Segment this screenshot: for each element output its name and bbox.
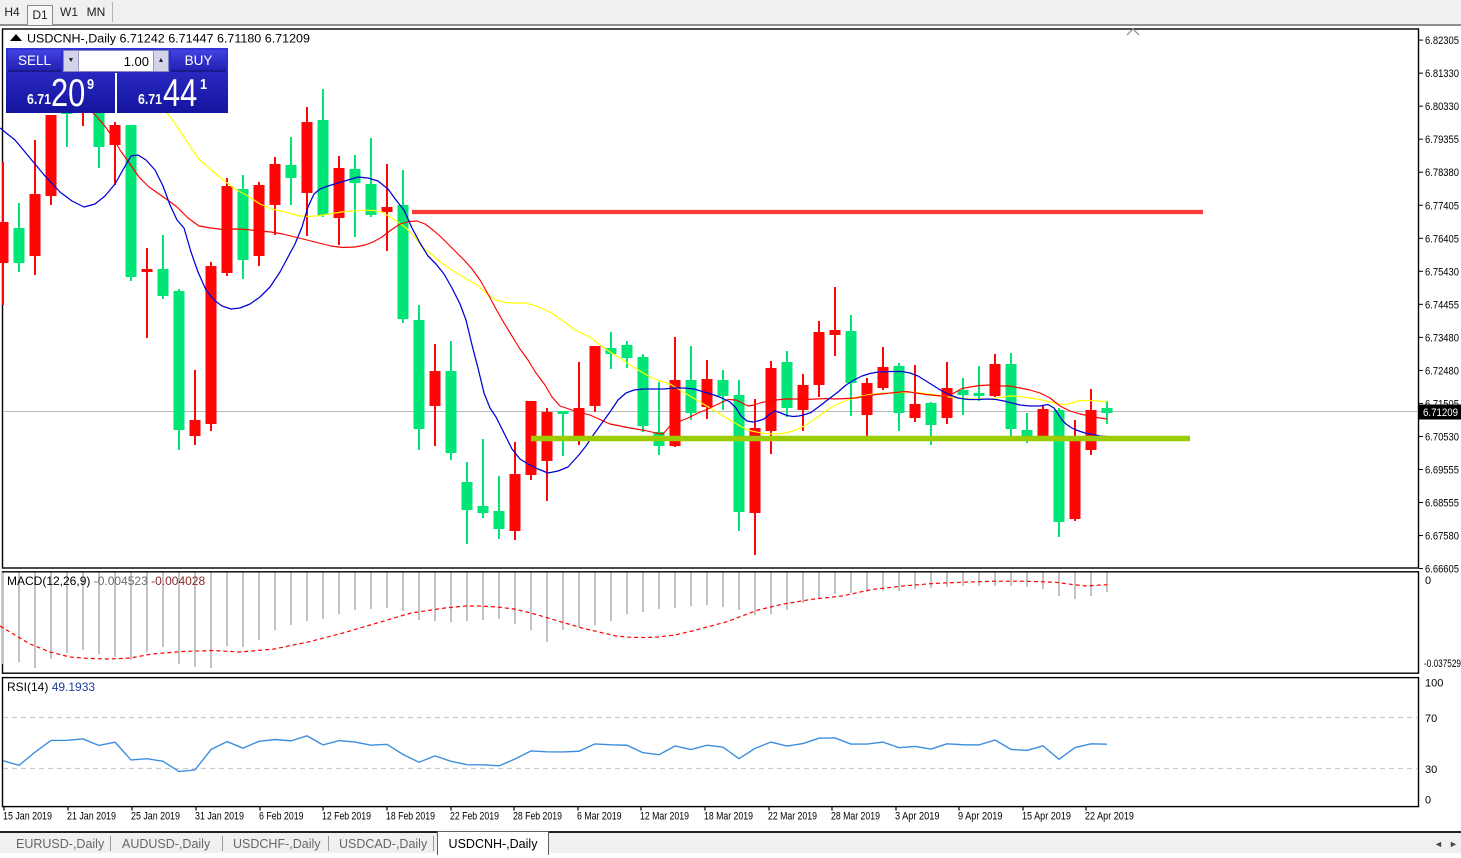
svg-text:25 Jan 2019: 25 Jan 2019 [131, 811, 180, 823]
svg-text:-0.037529: -0.037529 [1424, 658, 1461, 670]
svg-text:6.80330: 6.80330 [1425, 101, 1459, 113]
svg-text:6.79355: 6.79355 [1425, 134, 1459, 146]
svg-text:6.74455: 6.74455 [1425, 299, 1459, 311]
svg-text:30: 30 [1425, 764, 1437, 776]
svg-text:6.73480: 6.73480 [1425, 332, 1459, 344]
svg-text:6.75430: 6.75430 [1425, 266, 1459, 278]
svg-text:31 Jan 2019: 31 Jan 2019 [195, 811, 244, 823]
svg-text:28 Feb 2019: 28 Feb 2019 [513, 811, 562, 823]
svg-text:6.71209: 6.71209 [1423, 407, 1458, 419]
svg-text:0: 0 [1425, 794, 1431, 806]
svg-text:15 Apr 2019: 15 Apr 2019 [1022, 811, 1071, 823]
svg-text:6.72480: 6.72480 [1425, 365, 1459, 377]
svg-text:3 Apr 2019: 3 Apr 2019 [895, 811, 940, 823]
svg-text:6.69555: 6.69555 [1425, 464, 1459, 476]
svg-text:6.77405: 6.77405 [1425, 200, 1459, 212]
svg-text:12 Feb 2019: 12 Feb 2019 [322, 811, 371, 823]
svg-text:6.68555: 6.68555 [1425, 498, 1459, 510]
svg-text:70: 70 [1425, 713, 1437, 725]
svg-text:18 Mar 2019: 18 Mar 2019 [704, 811, 753, 823]
svg-text:22 Apr 2019: 22 Apr 2019 [1085, 811, 1134, 823]
svg-text:21 Jan 2019: 21 Jan 2019 [67, 811, 116, 823]
svg-text:22 Feb 2019: 22 Feb 2019 [450, 811, 499, 823]
svg-text:22 Mar 2019: 22 Mar 2019 [768, 811, 817, 823]
svg-text:28 Mar 2019: 28 Mar 2019 [831, 811, 880, 823]
svg-text:9 Apr 2019: 9 Apr 2019 [958, 811, 1003, 823]
svg-text:6 Mar 2019: 6 Mar 2019 [577, 811, 622, 823]
svg-text:6.81330: 6.81330 [1425, 68, 1459, 80]
svg-text:MACD(12,26,9) -0.004523 -0.004: MACD(12,26,9) -0.004523 -0.004028 [7, 574, 205, 588]
svg-text:6.76405: 6.76405 [1425, 233, 1459, 245]
svg-text:18 Feb 2019: 18 Feb 2019 [386, 811, 435, 823]
svg-text:0: 0 [1425, 575, 1431, 587]
svg-text:6.82305: 6.82305 [1425, 35, 1459, 47]
svg-text:6.66605: 6.66605 [1425, 564, 1459, 576]
svg-text:USDCNH-,Daily 6.71242 6.71447: USDCNH-,Daily 6.71242 6.71447 6.71180 6.… [27, 32, 310, 46]
svg-text:6.67580: 6.67580 [1425, 531, 1459, 543]
svg-text:6 Feb 2019: 6 Feb 2019 [259, 811, 304, 823]
svg-text:12 Mar 2019: 12 Mar 2019 [640, 811, 689, 823]
svg-text:15 Jan 2019: 15 Jan 2019 [3, 811, 52, 823]
svg-text:100: 100 [1425, 678, 1443, 690]
svg-text:6.70530: 6.70530 [1425, 431, 1459, 443]
svg-text:6.78380: 6.78380 [1425, 167, 1459, 179]
svg-text:RSI(14) 49.1933: RSI(14) 49.1933 [7, 680, 95, 694]
